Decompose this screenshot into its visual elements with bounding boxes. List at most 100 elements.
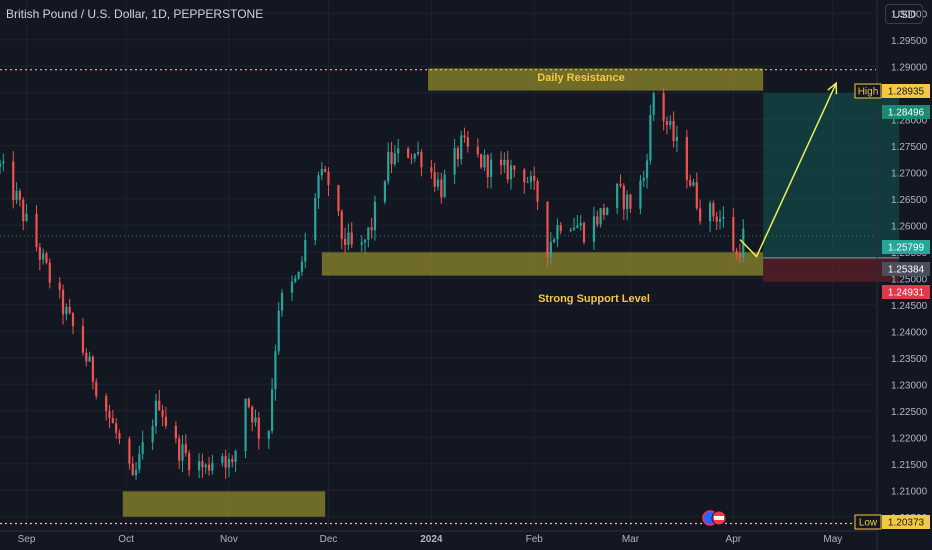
candle-body (274, 351, 277, 390)
candle-body (509, 165, 513, 180)
profit-zone (763, 92, 900, 258)
candle-body (108, 411, 111, 419)
low-marker: Low 1.20373 (854, 514, 930, 530)
grid-lines (0, 0, 876, 530)
candle-body (699, 208, 702, 222)
candle-body (722, 216, 725, 219)
candle-body (489, 159, 493, 178)
zone-2 (122, 491, 326, 517)
candle-body (304, 239, 307, 262)
candle-body (201, 461, 204, 468)
candle-body (619, 183, 622, 186)
candle-body (151, 426, 154, 443)
candle-body (712, 203, 715, 217)
support-label: Strong Support Level (538, 293, 650, 305)
candle-body (327, 171, 330, 186)
candle-body (602, 208, 606, 215)
y-tick-label: 1.23000 (891, 380, 928, 391)
candle-body (231, 458, 234, 462)
candle-body (115, 423, 118, 433)
candle-body (433, 172, 436, 187)
candle-body (277, 310, 280, 352)
candle-body (410, 157, 413, 159)
y-tick-label: 1.26000 (891, 221, 928, 232)
time-axis[interactable]: Sep Oct Nov Dec 2024 Feb Mar Apr May (0, 530, 876, 545)
candle-body (131, 463, 134, 476)
candle-body (91, 356, 95, 382)
candle-body (174, 425, 177, 439)
candle-body (128, 438, 131, 464)
currency-button[interactable]: USD (885, 4, 923, 24)
candle-body (38, 247, 41, 260)
x-tick-label: Nov (220, 534, 238, 545)
low-value: 1.20373 (888, 518, 925, 529)
events-icon[interactable] (702, 510, 727, 526)
candle-body (61, 289, 65, 315)
candle-body (416, 152, 420, 154)
candle-body (320, 169, 323, 176)
loss-zone (763, 257, 900, 282)
low-label: Low (859, 518, 878, 529)
candle-body (708, 203, 712, 222)
candle-body (715, 216, 718, 222)
last-price-value: 1.25799 (888, 243, 925, 254)
candle-body (639, 180, 642, 209)
candle-body (383, 181, 387, 202)
candle-body (436, 179, 440, 187)
candle-body (88, 356, 91, 362)
candle-body (606, 207, 609, 215)
candle-body (662, 93, 665, 121)
candle-body (582, 223, 586, 243)
candle-body (25, 213, 28, 221)
candle-body (71, 313, 75, 327)
stop-marker: 1.24931 (882, 285, 930, 299)
candle-body (48, 262, 51, 283)
candle-body (642, 178, 645, 181)
reference-lines (0, 69, 876, 525)
y-tick-label: 1.27000 (891, 168, 928, 179)
last-price-marker: 1.25799 (882, 240, 930, 254)
candle-body (363, 239, 367, 243)
candle-body (629, 194, 632, 209)
y-tick-label: 1.23500 (891, 354, 928, 365)
candle-body (227, 458, 231, 468)
x-tick-label: Feb (526, 534, 544, 545)
candle-body (592, 216, 596, 243)
candle-body (280, 292, 284, 311)
y-tick-label: 1.24000 (891, 327, 928, 338)
candle-body (652, 93, 655, 115)
candle-body (141, 442, 144, 454)
candle-body (251, 406, 254, 423)
candle-body (58, 282, 61, 290)
candle-body (513, 165, 516, 170)
candle-body (164, 416, 168, 426)
candle-body (569, 229, 572, 232)
high-value: 1.28935 (888, 87, 925, 98)
candle-body (599, 208, 602, 225)
y-tick-label: 1.28000 (891, 115, 928, 126)
candle-body (486, 154, 489, 178)
candle-body (134, 469, 138, 476)
candle-body (483, 154, 486, 168)
candle-body (397, 148, 400, 154)
candle-body (2, 161, 5, 164)
candle-body (347, 232, 350, 245)
price-axis[interactable]: 1.300001.295001.290001.285001.280001.275… (876, 0, 928, 550)
candle-body (456, 148, 460, 160)
candle-body (370, 227, 373, 231)
y-tick-label: 1.22500 (891, 407, 928, 418)
candle-body (549, 242, 552, 258)
x-tick-label: Sep (18, 534, 36, 545)
candle-body (15, 190, 18, 201)
candle-body (314, 198, 317, 240)
candle-body (221, 456, 224, 463)
x-tick-label: Mar (622, 534, 640, 545)
candle-body (685, 136, 688, 181)
candle-body (324, 169, 327, 172)
candle-body (443, 174, 446, 198)
candle-body (68, 306, 71, 314)
candle-body (197, 461, 201, 471)
candle-body (360, 242, 363, 245)
long-position-tool[interactable] (763, 92, 900, 282)
